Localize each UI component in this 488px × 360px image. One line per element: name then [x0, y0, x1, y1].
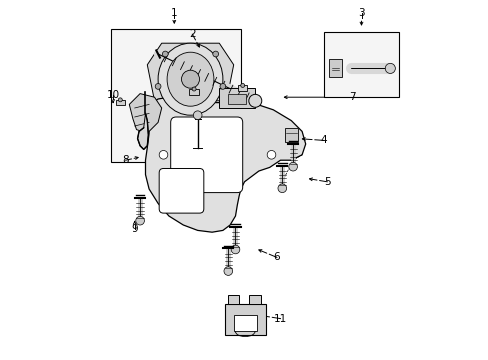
Text: 7: 7: [348, 92, 355, 102]
Polygon shape: [143, 95, 305, 232]
Text: 5: 5: [324, 177, 330, 187]
Text: 2: 2: [188, 29, 195, 39]
FancyBboxPatch shape: [170, 117, 242, 193]
Circle shape: [224, 267, 232, 275]
Bar: [219, 88, 255, 108]
Circle shape: [385, 63, 394, 73]
Polygon shape: [137, 113, 148, 149]
Bar: [249, 295, 260, 304]
Circle shape: [159, 150, 167, 159]
Circle shape: [193, 111, 202, 120]
FancyBboxPatch shape: [159, 168, 203, 213]
Bar: [228, 94, 246, 104]
Circle shape: [192, 87, 196, 91]
Bar: [323, 32, 399, 97]
Bar: [284, 128, 297, 142]
Text: 8: 8: [122, 155, 129, 165]
Circle shape: [248, 94, 261, 107]
Bar: [111, 29, 241, 162]
Circle shape: [155, 84, 161, 89]
Circle shape: [288, 162, 297, 171]
Circle shape: [240, 84, 244, 87]
Circle shape: [231, 245, 239, 254]
Text: 1: 1: [171, 8, 177, 18]
Ellipse shape: [167, 52, 213, 106]
Circle shape: [118, 98, 122, 102]
Polygon shape: [129, 94, 162, 133]
Text: 9: 9: [131, 224, 138, 234]
Text: 4: 4: [320, 135, 326, 145]
Circle shape: [136, 216, 144, 225]
Text: 3: 3: [357, 8, 364, 18]
Circle shape: [277, 184, 286, 193]
Polygon shape: [147, 43, 233, 101]
Text: 6: 6: [273, 252, 280, 262]
Bar: [189, 89, 199, 95]
Bar: [115, 100, 125, 105]
Circle shape: [181, 70, 199, 88]
Bar: [238, 85, 247, 91]
Circle shape: [220, 84, 225, 89]
Bar: [227, 295, 239, 304]
Text: 11: 11: [273, 314, 286, 324]
Circle shape: [212, 51, 218, 57]
Bar: [328, 59, 341, 77]
Circle shape: [266, 150, 275, 159]
Bar: [224, 304, 265, 335]
Ellipse shape: [158, 43, 223, 115]
Circle shape: [162, 51, 168, 57]
Text: 10: 10: [106, 90, 120, 100]
Bar: [233, 315, 257, 331]
